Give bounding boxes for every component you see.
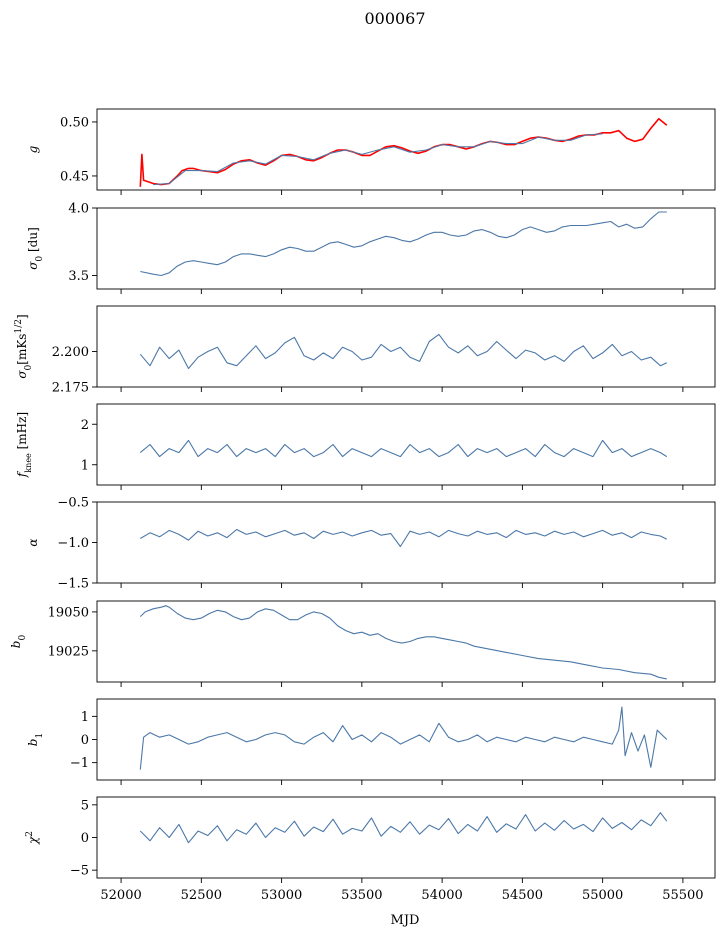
x-tick-label-3: 53500 [341,888,382,903]
y-tick-label-alpha-1: −1.0 [57,536,89,551]
axes-frame-g [96,108,716,191]
x-tick-label-5: 54500 [502,888,543,903]
y-tick-label-b0-1: 19050 [48,605,89,620]
x-tick-label-4: 54000 [421,888,462,903]
y-tick-label-b1-0: −1 [70,756,89,771]
panel-chi2: −5 0 5 χ2 [25,796,716,883]
series-line-g-1 [153,133,603,186]
series-line-g-0 [139,117,668,187]
x-axis-label: MJD [391,913,420,928]
y-tick-label-b1-1: 0 [81,733,89,748]
series-line-sigma0 [140,211,667,277]
axes-frame-sigma0_mK [96,305,716,388]
series-line-chi2 [139,812,668,844]
axes-frame-chi2 [96,796,716,879]
y-axis-label-sigma0: σ0 [du] [26,227,45,270]
y-tick-label-sigma0-0: 3.5 [68,269,89,284]
axes-frame-fknee [96,403,716,486]
y-tick-label-chi2-0: −5 [70,864,89,879]
x-tick-label-2: 53000 [261,888,302,903]
y-axis-label-chi2: χ2 [25,831,40,845]
y-tick-label-g-0: 0.45 [60,169,89,184]
y-axis-label-fknee: fknee [mHz] [15,412,33,478]
series-line-fknee [139,439,668,458]
y-axis-label-sigma0_mK: σ0[mKs1/2] [14,314,34,378]
panel-sigma0_mK: 2.175 2.200 σ0[mKs1/2] [14,305,716,396]
x-tick-label-0: 52000 [100,888,141,903]
x-tick-label-6: 55000 [582,888,623,903]
panel-fknee: 1 2 fknee [mHz] [15,403,716,490]
y-tick-label-chi2-2: 5 [81,798,89,813]
y-axis-label-alpha: α [26,538,40,546]
axes-frame-sigma0 [96,207,716,290]
y-tick-label-chi2-1: 0 [81,831,89,846]
y-tick-label-sigma0-1: 4.0 [68,202,89,217]
y-tick-label-fknee-0: 1 [81,458,89,473]
panel-b1: −1 0 1 b1 [26,698,716,785]
y-tick-label-g-1: 0.50 [60,115,89,130]
series-line-b1 [139,706,668,770]
series-line-b0 [139,605,667,680]
panel-alpha: −1.5 −1.0 −0.5 α [26,496,716,592]
panel-g: 0.45 0.50 g [26,108,716,195]
x-tick-label-7: 55500 [662,888,703,903]
y-tick-label-alpha-0: −1.5 [57,577,89,592]
panel-b0: 19025 19050 b0 [9,600,716,687]
series-line-sigma0_mK [139,333,668,370]
y-axis-label-g: g [26,145,40,153]
panels-container: 0.45 0.50 g 3.5 4.0 σ0 [du] 2.175 2.200 σ0[mKs1/… [9,108,716,903]
y-tick-label-b1-2: 1 [81,710,89,725]
y-tick-label-b0-0: 19025 [48,644,89,659]
series-line-alpha [140,528,668,548]
axes-frame-b0 [96,600,716,683]
y-tick-label-fknee-1: 2 [81,418,89,433]
axes-frame-alpha [96,501,716,584]
figure-title: 000067 [364,9,425,28]
y-tick-label-sigma0_mK-1: 2.200 [52,345,89,360]
x-tick-label-1: 52500 [181,888,222,903]
y-tick-label-alpha-2: −0.5 [57,496,89,511]
panel-sigma0: 3.5 4.0 σ0 [du] [26,202,716,294]
y-axis-label-b1: b1 [26,733,45,746]
y-tick-label-sigma0_mK-0: 2.175 [52,381,89,396]
y-axis-label-b0: b0 [9,635,28,649]
